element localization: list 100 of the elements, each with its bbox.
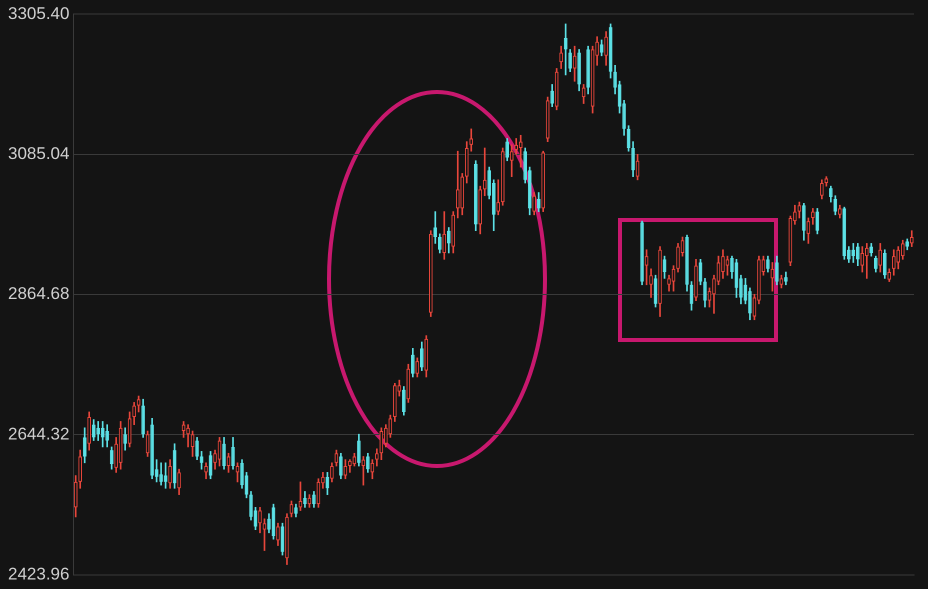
candlestick xyxy=(816,208,820,234)
candlestick xyxy=(905,238,910,250)
candlestick xyxy=(788,216,792,266)
candlestick xyxy=(496,179,500,216)
candlestick xyxy=(766,256,770,272)
candlestick xyxy=(424,335,428,378)
y-tick-label: 3085.04 xyxy=(8,144,70,164)
candlestick xyxy=(222,437,226,470)
candlestick xyxy=(334,450,338,466)
candlestick xyxy=(910,230,914,247)
candlestick xyxy=(92,419,96,441)
candlestick xyxy=(559,46,563,69)
candlestick xyxy=(662,256,666,279)
candlestick xyxy=(775,256,779,286)
candlestick xyxy=(411,348,415,378)
candlestick xyxy=(546,96,550,142)
candlestick xyxy=(824,176,828,187)
candlestick xyxy=(200,451,204,470)
candlestick xyxy=(510,144,514,177)
candlestick xyxy=(451,211,456,254)
candlestick xyxy=(164,462,168,489)
candlestick xyxy=(541,150,545,212)
candlestick xyxy=(564,24,568,76)
candlestick xyxy=(339,452,343,480)
candlestick xyxy=(330,462,334,482)
candlestick xyxy=(770,262,774,292)
candlestick xyxy=(550,84,554,108)
candlestick xyxy=(402,386,406,416)
candlestick xyxy=(312,491,316,508)
candlestick xyxy=(703,278,707,308)
candlestick xyxy=(514,138,518,155)
candlestick xyxy=(482,148,487,196)
candlestick xyxy=(726,256,730,276)
candlestick xyxy=(460,173,464,216)
candlestick xyxy=(204,462,208,480)
candlestick xyxy=(236,462,240,482)
candlestick xyxy=(357,434,361,466)
candlestick xyxy=(172,443,176,489)
candlestick xyxy=(865,243,869,279)
candlestick xyxy=(352,452,356,466)
candlestick xyxy=(469,128,474,152)
candlestick xyxy=(87,412,91,450)
candlestick xyxy=(887,268,892,282)
candlestick xyxy=(806,218,810,244)
candlestick xyxy=(420,342,424,371)
candlestick xyxy=(842,206,846,260)
candlestick xyxy=(100,421,104,448)
y-tick-label: 3305.40 xyxy=(8,4,70,23)
candlestick xyxy=(572,46,576,82)
candlestick xyxy=(874,256,878,272)
candlestick xyxy=(150,418,154,480)
candlestick xyxy=(649,268,653,298)
candlestick xyxy=(74,475,78,518)
candlestick xyxy=(838,204,842,218)
candlestick xyxy=(600,40,604,56)
candlestick xyxy=(446,227,451,254)
candlestick xyxy=(177,468,181,495)
candlestick xyxy=(532,192,536,216)
candlestick xyxy=(811,208,815,225)
candlestick xyxy=(380,428,384,460)
candlestick xyxy=(78,450,82,489)
candlestick xyxy=(226,452,230,473)
candlestick xyxy=(586,46,590,94)
candlestick xyxy=(146,430,150,457)
candlestick xyxy=(118,421,122,470)
candlestick xyxy=(362,456,366,486)
candlestick xyxy=(834,195,838,216)
candlestick xyxy=(285,513,289,565)
candlestick xyxy=(168,459,172,489)
candlestick xyxy=(141,398,145,438)
candlestick xyxy=(258,507,262,534)
candlestick xyxy=(406,364,410,403)
candlestick xyxy=(276,522,280,546)
candlestick xyxy=(182,421,186,438)
candlestick xyxy=(82,428,86,464)
candlestick xyxy=(721,249,725,279)
candlestick xyxy=(892,249,896,276)
candlestick xyxy=(608,24,612,78)
candlestick xyxy=(190,430,194,457)
candlestick xyxy=(344,459,348,480)
candlestick xyxy=(568,49,572,72)
candlestick xyxy=(676,243,680,272)
candlestick xyxy=(734,258,738,298)
candlestick xyxy=(429,230,433,317)
candlestick xyxy=(900,240,905,260)
candlestick xyxy=(105,424,109,448)
candlestick xyxy=(784,272,788,286)
candlestick xyxy=(290,500,294,518)
candlestick xyxy=(694,258,698,301)
candlestick xyxy=(748,288,752,320)
candlestick xyxy=(878,243,882,272)
y-tick-label: 2423.96 xyxy=(8,564,70,584)
candlestick xyxy=(442,211,446,260)
candlestick xyxy=(626,125,630,152)
candlestick xyxy=(640,220,644,286)
candlestick xyxy=(159,462,163,486)
candlestick xyxy=(464,141,469,184)
candlestick xyxy=(326,472,330,495)
candlestick xyxy=(604,31,608,66)
candlestick xyxy=(298,482,302,511)
